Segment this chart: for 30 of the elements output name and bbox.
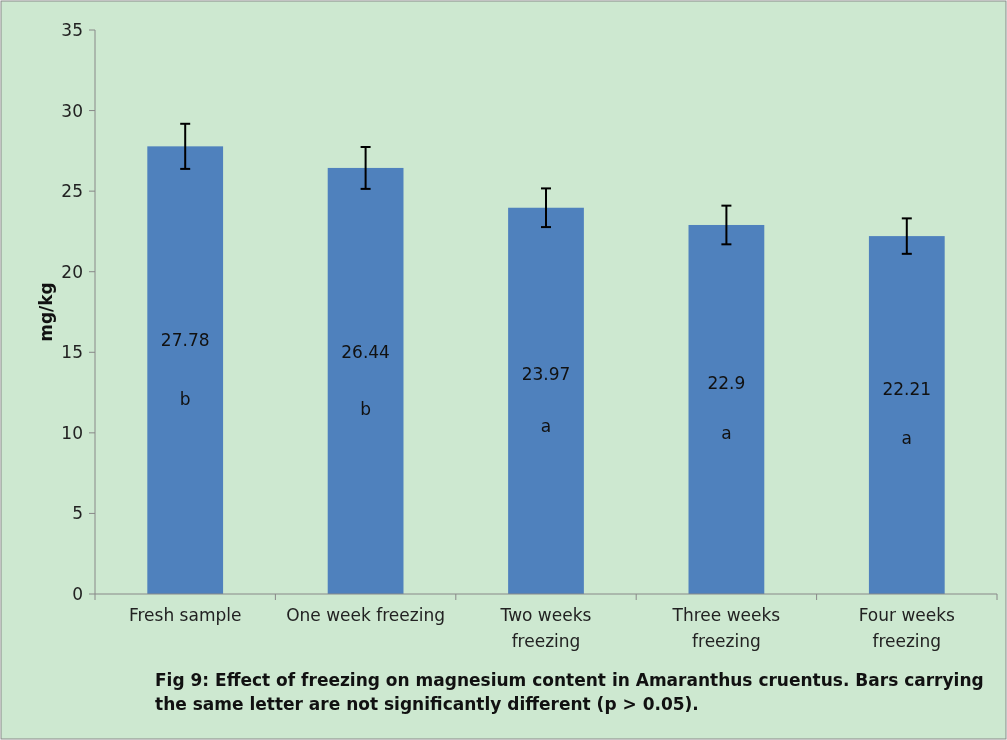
x-tick-label: Fresh sample xyxy=(128,605,242,625)
data-label: 23.97 xyxy=(521,363,571,384)
annotation: b xyxy=(179,389,191,410)
bar xyxy=(868,236,945,594)
y-tick-label: 10 xyxy=(61,422,83,443)
annotation: a xyxy=(901,428,913,449)
data-label: 27.78 xyxy=(160,329,210,350)
data-label: 26.44 xyxy=(341,341,390,362)
data-label: 22.21 xyxy=(882,379,932,400)
bar xyxy=(508,207,584,594)
x-tick-label: One week freezing xyxy=(286,605,446,625)
y-tick-label: 20 xyxy=(61,261,83,282)
x-tick-label: Four weeks freezing xyxy=(858,605,956,651)
x-tick-label: Three weeks freezing xyxy=(671,605,781,651)
caption: Fig 9: Effect of freezing on magnesium content in Amaranthus cruentus. Bars carrying the same letter are not significantly different (p > 0.05). xyxy=(155,670,984,714)
y-tick-label: 30 xyxy=(61,100,83,121)
y-tick-label: 15 xyxy=(61,342,83,363)
y-tick-label: 0 xyxy=(72,583,83,604)
bar xyxy=(147,146,224,594)
y-tick-label: 35 xyxy=(61,19,83,40)
bar xyxy=(327,167,404,594)
data-label: 22.9 xyxy=(707,373,746,394)
annotation: b xyxy=(360,398,371,419)
x-tick-label: Two weeks freezing xyxy=(499,605,592,651)
y-tick-label: 5 xyxy=(72,503,83,524)
bar xyxy=(688,224,765,594)
y-axis-title: mg/kg xyxy=(36,282,56,342)
annotation: a xyxy=(540,415,552,436)
y-tick-label: 25 xyxy=(61,181,83,202)
annotation: a xyxy=(721,423,732,444)
